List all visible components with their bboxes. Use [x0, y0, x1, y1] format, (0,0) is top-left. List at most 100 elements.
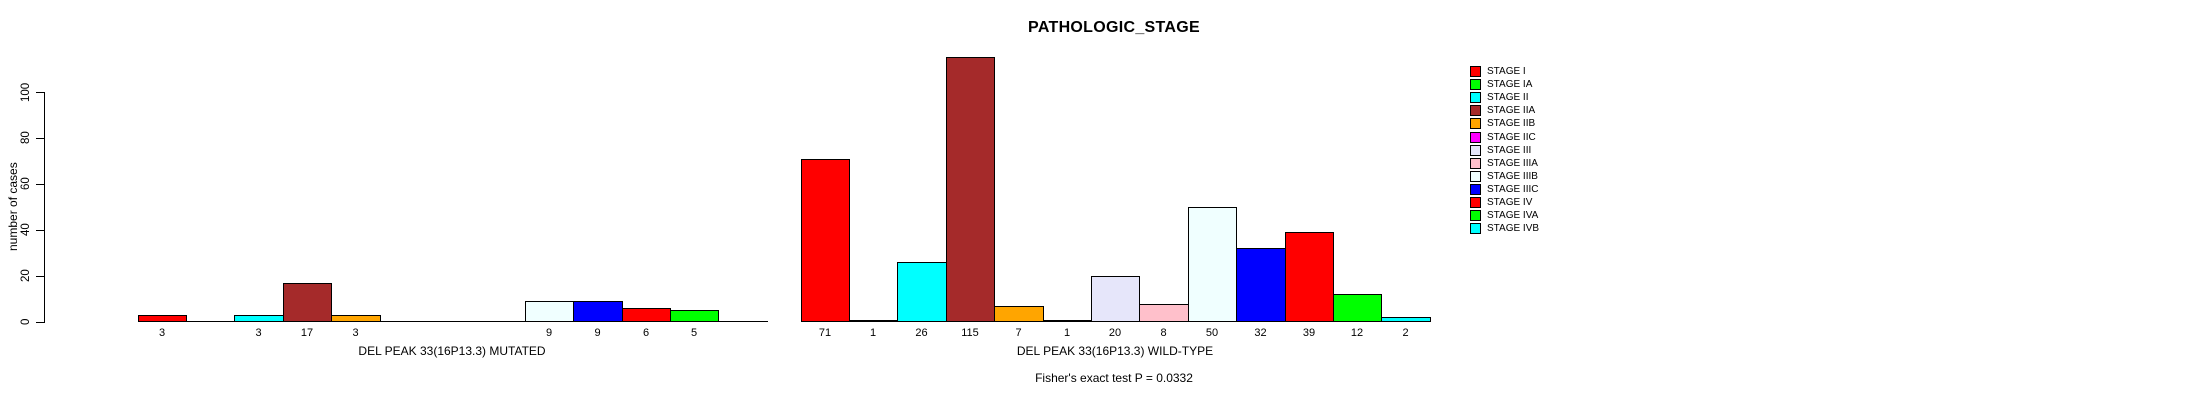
y-axis-line [44, 92, 45, 323]
legend-item: STAGE IVA [1470, 209, 1539, 222]
fisher-test-footnote: Fisher's exact test P = 0.0332 [1035, 371, 1193, 385]
bar-zero-baseline [380, 321, 429, 322]
bar-value-label: 3 [158, 327, 166, 339]
legend-item: STAGE IVB [1470, 222, 1539, 235]
bar [283, 283, 332, 322]
bar [1285, 232, 1334, 322]
legend-item: STAGE III [1470, 144, 1539, 157]
legend-label: STAGE IIA [1487, 105, 1536, 117]
bar-value-label: 32 [1254, 327, 1267, 339]
legend-item: STAGE I [1470, 65, 1539, 78]
bar-value-label: 20 [1108, 327, 1122, 339]
bar [234, 315, 284, 322]
legend-item: STAGE IIA [1470, 104, 1539, 117]
bar-value-label: 9 [545, 327, 553, 339]
bar-value-label: 115 [961, 327, 979, 339]
bar-value-label: 50 [1205, 327, 1219, 339]
legend-label: STAGE IIC [1487, 131, 1536, 143]
bar-zero-baseline [476, 321, 526, 322]
bar-zero-baseline [186, 321, 235, 322]
legend-swatch [1470, 92, 1481, 104]
legend-label: STAGE IVB [1487, 223, 1540, 235]
legend-item: STAGE IV [1470, 196, 1539, 209]
bar [801, 159, 850, 322]
legend-swatch [1470, 157, 1481, 169]
legend-swatch [1470, 223, 1481, 235]
bar-value-label: 8 [1160, 327, 1167, 339]
legend-label: STAGE IV [1487, 196, 1533, 208]
legend-swatch [1470, 118, 1481, 130]
legend-swatch [1470, 210, 1481, 222]
bar-value-label: 9 [594, 327, 601, 339]
legend-item: STAGE II [1470, 91, 1539, 104]
bar [331, 315, 381, 322]
bar [1043, 320, 1092, 322]
legend-swatch [1470, 183, 1481, 195]
bar [946, 57, 995, 322]
x-axis-group-label-wild-type: DEL PEAK 33(16P13.3) WILD-TYPE [1016, 344, 1214, 358]
x-axis-group-label-mutated: DEL PEAK 33(16P13.3) MUTATED [358, 344, 546, 358]
legend-label: STAGE III [1487, 144, 1532, 156]
legend-swatch [1470, 105, 1481, 117]
bar [994, 306, 1044, 322]
bar-value-label: 3 [352, 327, 359, 339]
legend-item: STAGE IIIA [1470, 157, 1539, 170]
bar [622, 308, 671, 322]
y-tick-label: 100 [20, 82, 32, 102]
bar-zero-baseline [718, 321, 768, 322]
bar-value-label: 1 [869, 327, 877, 339]
chart-title: PATHOLOGIC_STAGE [1028, 19, 1200, 36]
legend-item: STAGE IIB [1470, 117, 1539, 130]
bar-value-label: 7 [1015, 327, 1022, 339]
legend-swatch [1470, 170, 1481, 182]
y-axis-label: number of cases [6, 162, 20, 252]
bar-value-label: 39 [1302, 327, 1316, 339]
bar-value-label: 3 [255, 327, 262, 339]
legend-item: STAGE IA [1470, 78, 1539, 91]
legend-label: STAGE IIB [1487, 118, 1536, 130]
legend-swatch [1470, 196, 1481, 208]
legend-label: STAGE II [1487, 92, 1529, 104]
legend-item: STAGE IIIC [1470, 183, 1539, 196]
legend-swatch [1470, 79, 1481, 91]
bar [1333, 294, 1382, 322]
y-tick [36, 138, 44, 139]
bar-value-label: 12 [1350, 327, 1364, 339]
bar [525, 301, 574, 322]
legend-swatch [1470, 131, 1481, 143]
bar [1091, 276, 1140, 322]
legend-item: STAGE IIC [1470, 130, 1539, 143]
legend-label: STAGE IIIC [1487, 183, 1539, 195]
bar-value-label: 71 [818, 327, 832, 339]
bar [670, 310, 719, 322]
y-tick [36, 184, 44, 185]
bar-value-label: 2 [1402, 327, 1409, 339]
y-tick [36, 322, 44, 323]
legend-label: STAGE I [1487, 66, 1526, 78]
bar [1381, 317, 1431, 322]
legend-swatch [1470, 144, 1481, 156]
bar [1236, 248, 1286, 322]
bar [897, 262, 947, 322]
y-tick [36, 276, 44, 277]
bar-zero-baseline [428, 321, 477, 322]
legend-label: STAGE IIIB [1487, 170, 1538, 182]
y-tick [36, 230, 44, 231]
bar-value-label: 26 [915, 327, 928, 339]
legend-label: STAGE IVA [1487, 210, 1539, 222]
bar-value-label: 6 [642, 327, 650, 339]
y-tick [36, 92, 44, 93]
bar [573, 301, 623, 322]
bar-value-label: 1 [1063, 327, 1071, 339]
bar [849, 320, 898, 322]
bar [138, 315, 187, 322]
legend-label: STAGE IIIA [1487, 157, 1538, 169]
legend-item: STAGE IIIB [1470, 170, 1539, 183]
bar-value-label: 5 [690, 327, 698, 339]
legend: STAGE I STAGE IA STAGE II STAGE IIA STAGE II… [1470, 65, 1539, 235]
legend-swatch [1470, 66, 1481, 78]
bar [1139, 304, 1189, 322]
bar-value-label: 17 [300, 327, 314, 339]
bar [1188, 207, 1237, 322]
